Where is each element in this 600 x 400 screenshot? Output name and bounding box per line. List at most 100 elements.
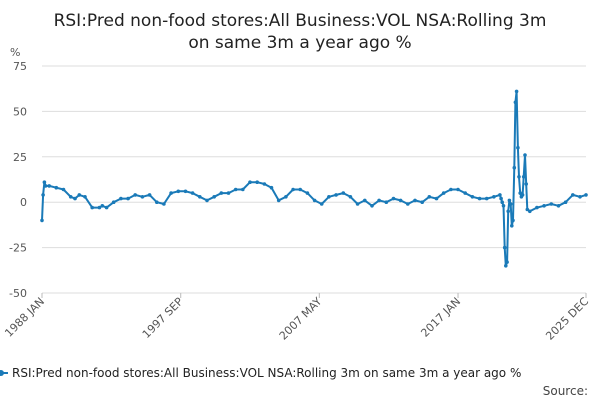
data-point[interactable] <box>162 202 166 206</box>
data-point[interactable] <box>61 187 66 192</box>
data-point[interactable] <box>198 195 202 199</box>
data-point[interactable] <box>212 195 216 199</box>
data-point[interactable] <box>470 195 475 199</box>
data-point[interactable] <box>506 209 511 214</box>
data-point[interactable] <box>47 184 51 188</box>
data-point[interactable] <box>542 204 546 208</box>
data-point[interactable] <box>477 196 482 201</box>
data-point[interactable] <box>463 191 468 195</box>
data-point[interactable] <box>284 195 288 199</box>
data-point[interactable] <box>563 200 568 204</box>
data-point[interactable] <box>406 202 410 206</box>
data-point[interactable] <box>363 198 367 203</box>
data-point[interactable] <box>73 196 77 201</box>
data-point[interactable] <box>512 165 517 170</box>
data-point[interactable] <box>427 195 432 199</box>
data-point[interactable] <box>420 200 425 204</box>
data-point[interactable] <box>262 182 267 186</box>
data-point[interactable] <box>233 187 238 192</box>
data-point[interactable] <box>523 153 527 157</box>
data-point[interactable] <box>205 198 209 203</box>
data-point[interactable] <box>334 193 338 197</box>
data-point[interactable] <box>511 218 515 223</box>
data-point[interactable] <box>498 193 502 197</box>
data-point[interactable] <box>119 196 123 201</box>
data-point[interactable] <box>501 204 506 208</box>
data-point[interactable] <box>525 207 530 212</box>
data-point[interactable] <box>42 180 47 184</box>
data-point[interactable] <box>176 189 181 194</box>
data-point[interactable] <box>508 202 513 206</box>
data-point[interactable] <box>40 218 44 223</box>
data-point[interactable] <box>449 187 453 192</box>
data-point[interactable] <box>535 205 539 210</box>
data-point[interactable] <box>384 200 389 204</box>
data-point[interactable] <box>500 200 505 204</box>
data-point[interactable] <box>41 193 45 197</box>
data-point[interactable] <box>370 204 374 208</box>
data-point[interactable] <box>521 175 526 179</box>
data-point[interactable] <box>226 191 231 195</box>
data-point[interactable] <box>571 193 575 197</box>
data-point[interactable] <box>43 184 48 188</box>
data-point[interactable] <box>183 189 188 194</box>
data-point[interactable] <box>514 89 519 94</box>
data-point[interactable] <box>54 185 59 190</box>
data-point[interactable] <box>269 185 274 190</box>
data-point[interactable] <box>510 224 514 228</box>
data-point[interactable] <box>578 195 582 199</box>
data-point[interactable] <box>305 191 310 195</box>
data-point[interactable] <box>584 193 588 197</box>
data-point[interactable] <box>169 191 173 195</box>
data-point[interactable] <box>126 196 130 201</box>
data-point[interactable] <box>190 191 195 195</box>
data-point[interactable] <box>219 191 224 195</box>
data-point[interactable] <box>492 195 496 199</box>
data-point[interactable] <box>484 196 489 201</box>
data-point[interactable] <box>528 209 532 214</box>
data-point[interactable] <box>100 204 105 208</box>
data-point[interactable] <box>147 193 152 197</box>
data-point[interactable] <box>507 198 512 203</box>
data-point[interactable] <box>520 193 525 197</box>
data-point[interactable] <box>248 180 252 184</box>
data-point[interactable] <box>355 202 360 206</box>
data-point[interactable] <box>524 182 528 186</box>
data-point[interactable] <box>377 198 381 203</box>
data-point[interactable] <box>255 180 259 184</box>
data-point[interactable] <box>502 245 507 250</box>
data-point[interactable] <box>517 175 521 179</box>
data-point[interactable] <box>413 198 417 203</box>
data-point[interactable] <box>68 195 73 199</box>
data-point[interactable] <box>327 195 331 199</box>
data-point[interactable] <box>549 202 554 206</box>
data-point[interactable] <box>97 205 102 210</box>
data-point[interactable] <box>140 195 145 199</box>
data-point[interactable] <box>441 191 446 195</box>
data-point[interactable] <box>398 198 403 203</box>
data-point[interactable] <box>155 200 159 204</box>
data-point[interactable] <box>90 205 94 210</box>
data-point[interactable] <box>499 196 503 201</box>
legend[interactable]: RSI:Pred non-food stores:All Business:VO… <box>0 366 521 380</box>
data-point[interactable] <box>504 264 508 268</box>
data-point[interactable] <box>291 187 295 192</box>
data-point[interactable] <box>556 204 561 208</box>
data-point[interactable] <box>77 193 82 197</box>
data-point[interactable] <box>276 198 281 203</box>
data-point[interactable] <box>505 260 509 264</box>
data-point[interactable] <box>111 200 116 204</box>
data-point[interactable] <box>241 187 245 192</box>
data-point[interactable] <box>319 202 324 206</box>
data-point[interactable] <box>456 187 460 192</box>
data-point[interactable] <box>513 100 518 105</box>
data-point[interactable] <box>434 196 439 201</box>
data-point[interactable] <box>341 191 346 195</box>
data-point[interactable] <box>104 205 109 210</box>
data-point[interactable] <box>391 196 396 201</box>
data-point[interactable] <box>348 195 353 199</box>
data-point[interactable] <box>133 193 137 197</box>
data-point[interactable] <box>516 145 520 150</box>
data-point[interactable] <box>83 195 87 199</box>
data-point[interactable] <box>298 187 303 192</box>
